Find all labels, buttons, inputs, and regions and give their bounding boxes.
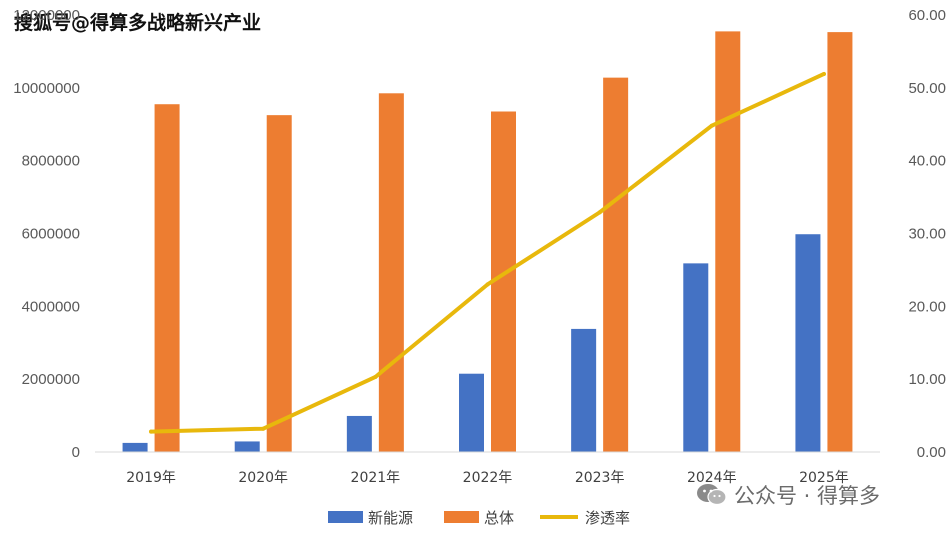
- legend-total-label: 总体: [484, 509, 514, 527]
- total-bar: [827, 32, 853, 452]
- left-tick-label: 10000000: [13, 80, 80, 97]
- penetration-point: [149, 429, 154, 434]
- penetration-line-layer: [149, 71, 826, 434]
- total-bar: [603, 77, 629, 453]
- x-tick-label: 2025年: [799, 470, 849, 486]
- right-tick-label: 60.00: [908, 7, 946, 24]
- x-tick-label: 2019年: [126, 470, 176, 486]
- x-axis-ticks: 2019年 2020年 2021年 2022年 2023年 2024年 2025年: [126, 470, 848, 486]
- x-tick-label: 2022年: [463, 470, 513, 486]
- new-energy-bar: [122, 442, 148, 452]
- legend-new-energy-swatch: [328, 511, 363, 523]
- penetration-point: [821, 71, 826, 76]
- penetration-point: [373, 374, 378, 379]
- new-energy-bar: [683, 263, 709, 452]
- penetration-point: [597, 210, 602, 215]
- left-tick-label: 2000000: [22, 371, 80, 388]
- x-tick-label: 2021年: [351, 470, 401, 486]
- total-bar: [154, 104, 180, 453]
- right-tick-label: 0.00: [917, 444, 946, 461]
- total-bar: [378, 93, 404, 452]
- left-tick-label: 4000000: [22, 298, 80, 315]
- right-tick-label: 40.00: [908, 153, 946, 170]
- total-bar: [266, 115, 292, 452]
- wechat-icon: [697, 484, 727, 506]
- right-axis-ticks: 0.00 10.00 20.00 30.00 40.00 50.00 60.00: [908, 7, 946, 461]
- legend-total-swatch: [444, 511, 479, 523]
- right-tick-label: 30.00: [908, 226, 946, 243]
- new-energy-bar: [571, 328, 597, 452]
- left-tick-label: 0: [72, 444, 80, 461]
- x-tick-label: 2020年: [238, 470, 288, 486]
- right-tick-label: 50.00: [908, 80, 946, 97]
- new-energy-bar: [234, 441, 260, 452]
- new-energy-bar: [795, 234, 821, 452]
- new-energy-bar: [459, 373, 484, 452]
- legend: 新能源 总体 渗透率: [328, 509, 630, 527]
- penetration-point: [485, 282, 490, 287]
- legend-penetration-label: 渗透率: [585, 509, 630, 527]
- watermark-bottom-text: 公众号 · 得算多: [734, 484, 881, 508]
- left-tick-label: 8000000: [22, 153, 80, 170]
- watermark-bottom: 公众号 · 得算多: [696, 480, 880, 510]
- x-tick-label: 2023年: [575, 470, 625, 486]
- penetration-point: [261, 426, 266, 431]
- penetration-point: [709, 123, 714, 128]
- right-tick-label: 20.00: [908, 298, 946, 315]
- bars: [122, 31, 853, 453]
- left-tick-label: 12000000: [13, 7, 80, 24]
- new-energy-bar: [346, 415, 372, 452]
- left-axis-ticks: 0 2000000 4000000 6000000 8000000 10000000 120…: [13, 7, 80, 461]
- right-tick-label: 10.00: [908, 371, 946, 388]
- legend-new-energy-label: 新能源: [368, 509, 413, 527]
- left-tick-label: 6000000: [22, 226, 80, 243]
- total-bar: [715, 31, 741, 452]
- watermark-top: 搜狐号@得算多战略新兴产业: [14, 12, 262, 34]
- x-tick-label: 2024年: [687, 470, 737, 486]
